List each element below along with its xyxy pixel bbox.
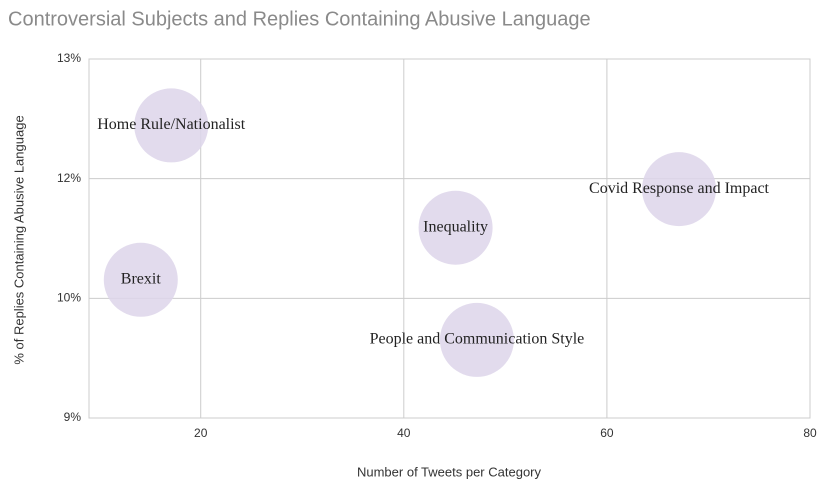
point-label: Covid Response and Impact	[589, 180, 770, 197]
chart-title: Controversial Subjects and Replies Conta…	[8, 8, 591, 30]
x-tick-label: 80	[803, 426, 817, 440]
x-axis-label: Number of Tweets per Category	[357, 464, 542, 479]
y-tick-label: 13%	[57, 51, 81, 65]
x-tick-label: 20	[194, 426, 208, 440]
bubble	[642, 152, 717, 227]
bubble	[439, 302, 514, 377]
x-tick-label: 60	[600, 426, 614, 440]
point-label: People and Communication Style	[370, 331, 585, 348]
y-tick-label: 12%	[57, 171, 81, 185]
y-axis-label: % of Replies Containing Abusive Language	[11, 115, 26, 364]
point-label: Inequality	[423, 218, 488, 235]
y-tick-label: 10%	[57, 291, 81, 305]
point-label: Home Rule/Nationalist	[97, 116, 246, 133]
bubble	[418, 190, 493, 265]
x-tick-label: 40	[397, 426, 411, 440]
bubble	[134, 88, 209, 163]
y-tick-label: 9%	[64, 410, 82, 424]
point-label: Brexit	[121, 270, 162, 287]
bubble	[103, 242, 178, 317]
